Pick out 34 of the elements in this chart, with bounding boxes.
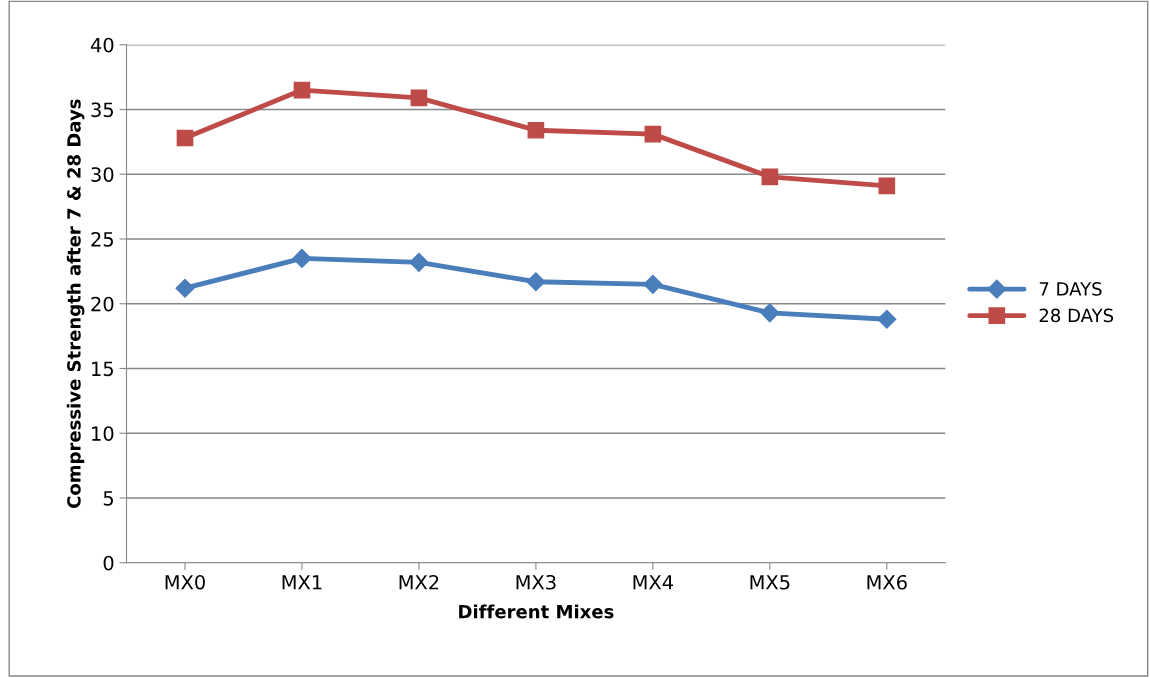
point [761,168,779,186]
point [293,81,311,99]
y-tick-label: 30 [91,167,114,182]
point [292,248,312,268]
y-tick-label: 5 [103,491,113,506]
y-tick-label: 35 [91,102,113,118]
x-axis-title: Different Mixes [459,604,614,619]
y-tick-label: 40 [90,37,114,53]
point [643,274,663,294]
x-tick-label: MX4 [633,575,674,590]
point [175,278,195,298]
point [760,303,780,323]
legend-label: 7 DAYS [1039,282,1102,296]
y-tick-label: 10 [92,426,114,441]
x-tick-label: MX6 [867,574,907,590]
point [409,252,429,272]
point [877,309,897,329]
point [527,121,545,139]
x-tick-label: MX5 [750,575,790,590]
point [526,272,546,292]
x-tick-label: MX3 [516,574,556,590]
y-axis-title: Compressive Strength after 7 & 28 Days [66,99,85,509]
y-tick-label: 25 [91,231,113,247]
y-tick-label: 20 [91,296,114,312]
point [644,125,662,143]
x-tick-label: MX1 [282,575,322,590]
y-tick-label: 0 [103,555,114,571]
y-tick-label: 15 [92,361,113,377]
point [878,177,896,195]
x-tick-label: MX0 [165,574,205,590]
point [410,89,428,107]
point [176,129,194,147]
legend-label: 28 DAYS [1039,308,1114,323]
x-tick-label: MX2 [399,574,439,590]
